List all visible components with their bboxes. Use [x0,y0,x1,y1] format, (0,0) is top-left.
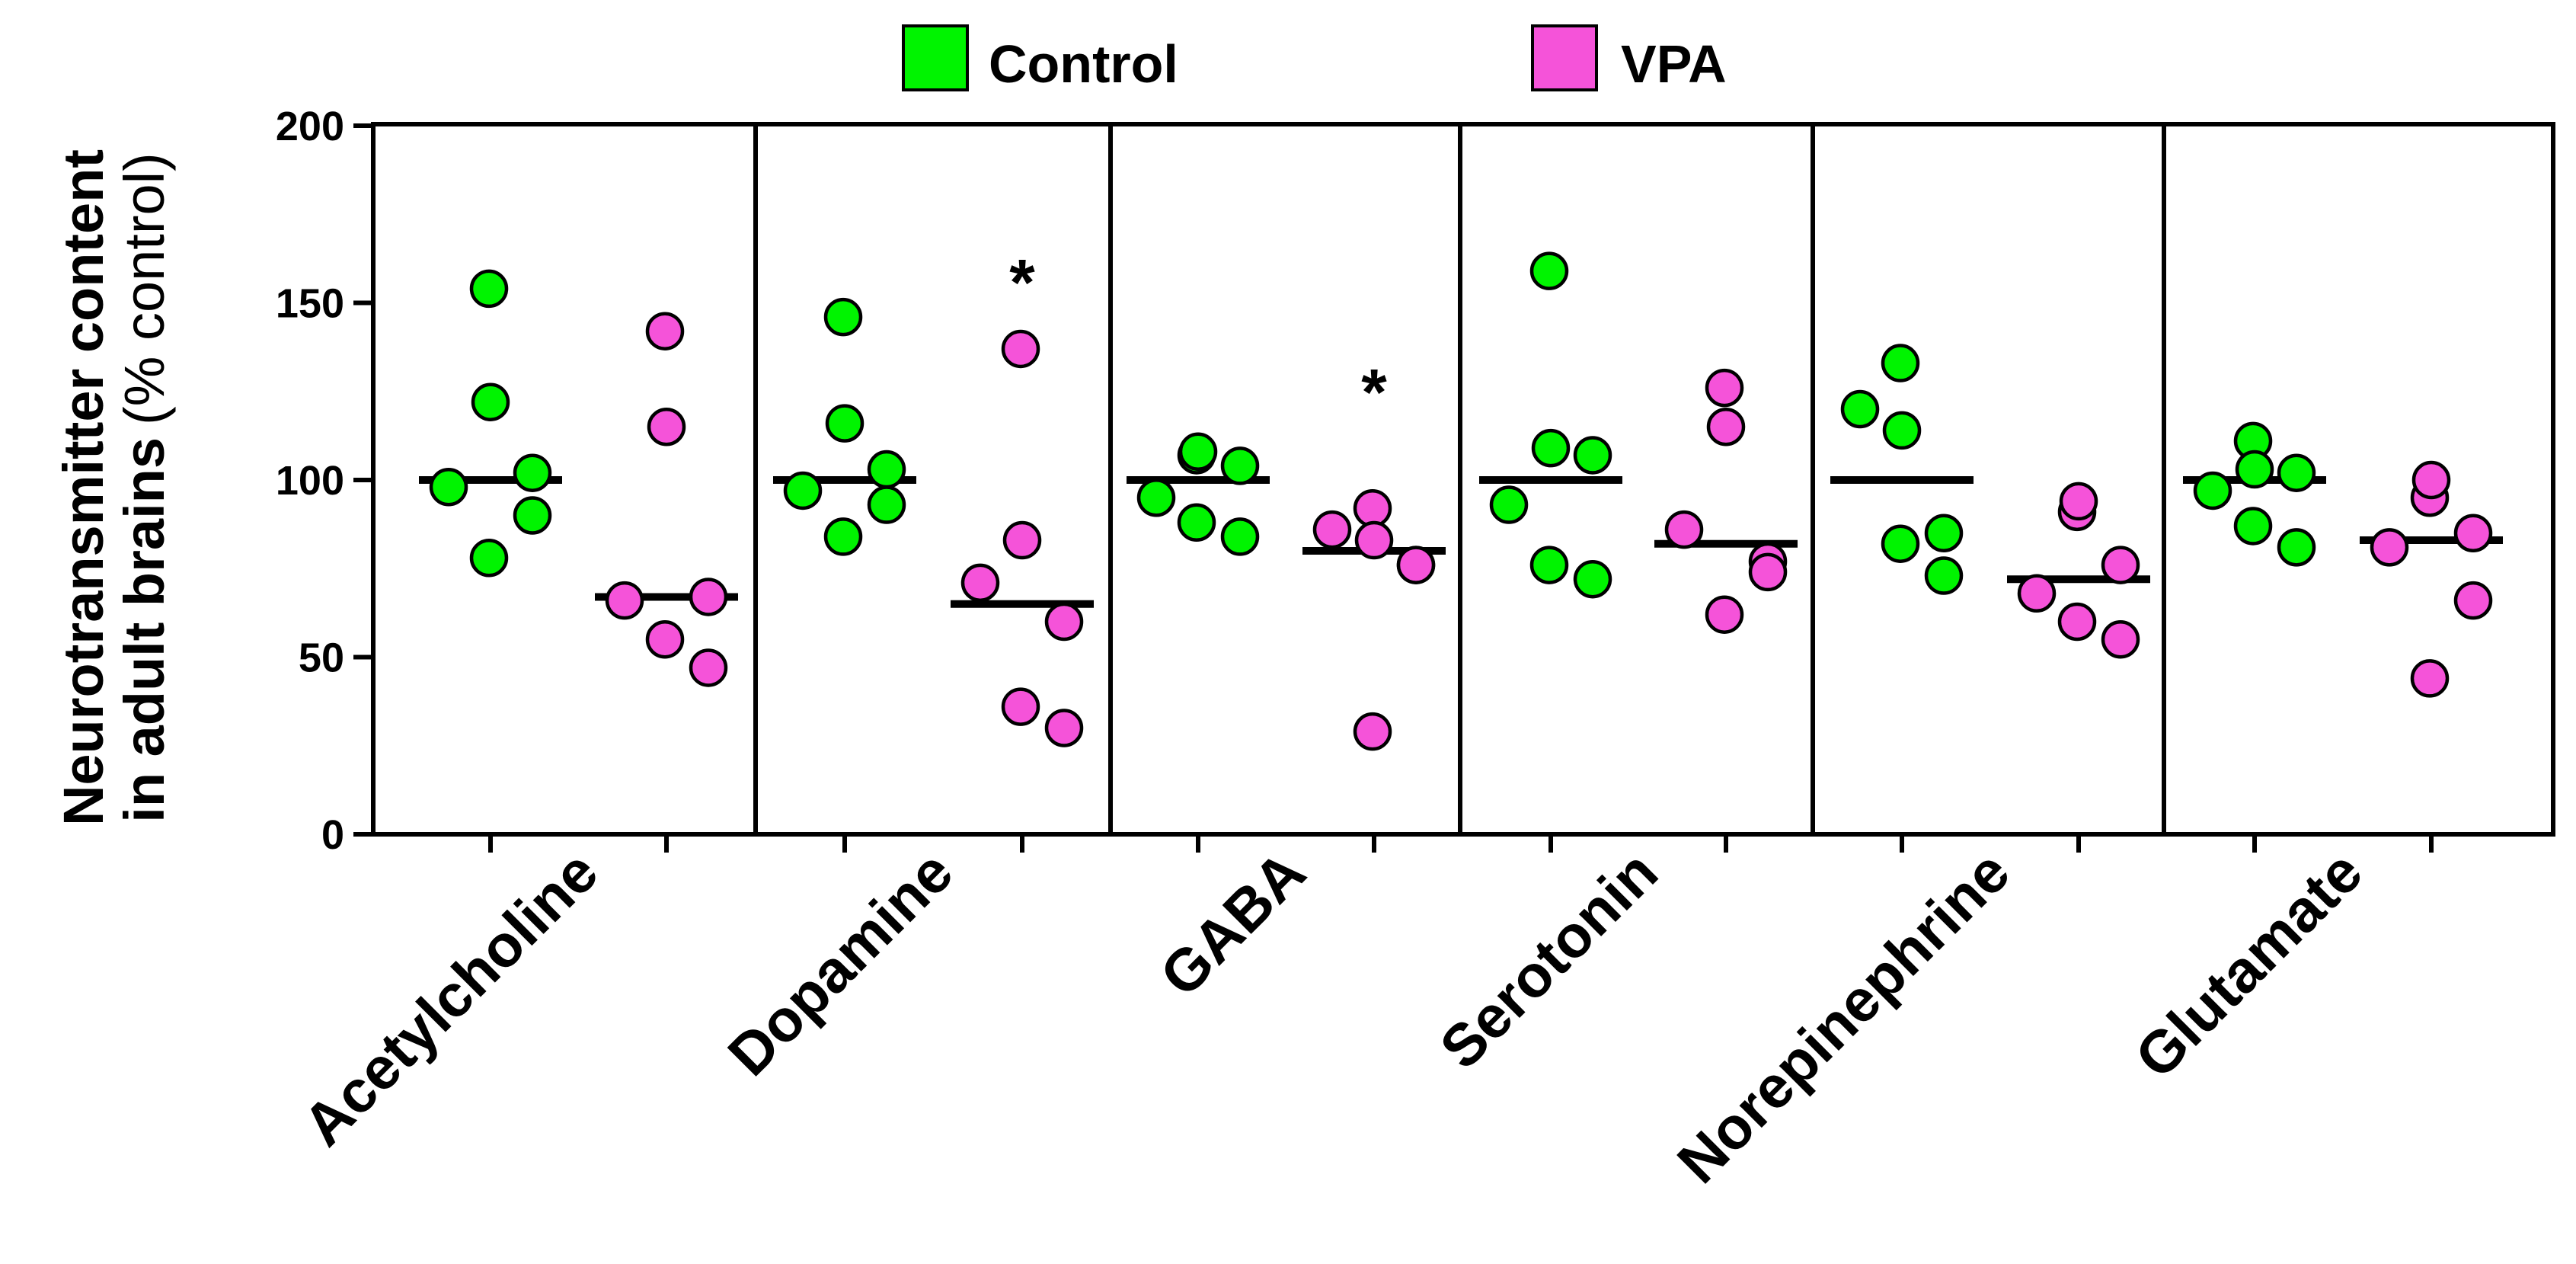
point-control-gaba [1136,478,1176,517]
data-points [429,251,2493,751]
legend-swatch-vpa [1531,24,1598,91]
point-control-dopamine [823,517,863,556]
point-control-serotonin [1573,436,1612,475]
point-control-dopamine [867,450,906,489]
y-tick-label: 150 [276,281,344,327]
point-vpa-gaba [1396,546,1436,584]
point-vpa-glutamate [2411,460,2451,500]
point-control-dopamine [867,485,906,524]
significance-star-dopamine: * [1009,246,1035,319]
y-axis-label-line1: Neurotransmitter content [52,149,115,826]
x-category-label-gaba: GABA [1147,838,1318,1010]
point-control-dopamine [825,404,865,443]
point-control-acetylcholine [469,269,509,309]
point-control-acetylcholine [429,468,468,507]
point-control-serotonin [1531,428,1571,468]
point-vpa-acetylcholine [689,578,728,616]
x-category-label-acetylcholine: Acetylcholine [290,838,611,1159]
legend-label-control: Control [989,34,1178,94]
y-axis-label-line2: in adult brains (% control) [113,152,176,822]
x-category-label-serotonin: Serotonin [1427,838,1670,1082]
point-control-serotonin [1529,546,1569,584]
point-vpa-dopamine [1002,520,1042,560]
y-tick-label: 200 [276,104,344,149]
point-control-acetylcholine [513,496,552,535]
point-control-gaba [1220,446,1260,485]
point-vpa-dopamine [960,563,1000,603]
point-control-gaba [1177,503,1216,542]
point-vpa-norepinephrine [2059,482,2098,521]
point-vpa-gaba [1353,488,1392,528]
point-vpa-norepinephrine [2101,620,2140,659]
point-vpa-acetylcholine [645,620,685,659]
panel-glutamate [2162,122,2555,837]
point-vpa-glutamate [2370,528,2409,567]
point-vpa-norepinephrine [2101,546,2140,584]
y-tick-label: 0 [321,812,344,858]
significance-annotations: ** [1009,246,1387,429]
point-vpa-gaba [1353,712,1392,751]
point-control-norepinephrine [1881,524,1920,563]
point-control-glutamate [2277,453,2316,492]
point-control-acetylcholine [469,539,509,578]
point-control-serotonin [1529,251,1569,290]
y-tick-label: 100 [276,458,344,504]
point-vpa-serotonin [1705,595,1744,634]
point-vpa-serotonin [1748,552,1788,592]
point-control-norepinephrine [1882,411,1922,450]
y-axis-label-units: (% control) [113,152,176,425]
point-vpa-glutamate [2453,514,2493,552]
point-vpa-acetylcholine [605,581,644,620]
point-vpa-glutamate [2410,659,2450,698]
point-vpa-dopamine [1001,687,1040,726]
point-vpa-gaba [1312,510,1352,549]
point-control-glutamate [2235,450,2274,489]
significance-star-gaba: * [1361,356,1387,429]
point-control-dopamine [783,471,823,510]
legend-swatch-control [902,24,969,91]
point-control-norepinephrine [1924,556,1964,595]
y-axis: 0 50 100 150 200 [276,104,373,858]
point-control-dopamine [823,297,863,337]
point-control-glutamate [2277,528,2316,567]
point-vpa-serotonin [1664,510,1704,549]
y-tick-label: 50 [299,635,344,681]
point-control-glutamate [2193,471,2232,510]
panel-group [371,122,2555,837]
point-control-norepinephrine [1840,389,1880,429]
point-vpa-acetylcholine [645,312,685,350]
x-category-label-norepinephrine: Norepinephrine [1664,838,2022,1196]
point-control-serotonin [1573,559,1612,599]
point-vpa-gaba [1354,520,1394,560]
point-vpa-dopamine [1044,602,1084,642]
y-axis-label-line2-bold: in adult brains [113,437,176,823]
x-category-label-dopamine: Dopamine [715,838,966,1089]
point-vpa-norepinephrine [2057,602,2097,642]
point-control-gaba [1220,517,1260,556]
point-vpa-dopamine [1044,709,1084,747]
point-vpa-glutamate [2453,581,2493,620]
legend-label-vpa: VPA [1621,34,1727,94]
point-vpa-acetylcholine [647,408,686,446]
point-control-norepinephrine [1924,514,1964,552]
point-control-serotonin [1489,485,1529,524]
point-control-acetylcholine [471,382,510,421]
point-control-glutamate [2233,507,2273,546]
point-control-acetylcholine [513,453,552,492]
point-control-norepinephrine [1881,344,1920,382]
x-axis: Acetylcholine Dopamine GABA SerotoninNorepi… [290,834,2434,1196]
point-vpa-serotonin [1705,368,1744,408]
point-vpa-norepinephrine [2017,574,2057,613]
point-vpa-dopamine [1001,329,1040,369]
point-vpa-acetylcholine [689,648,728,687]
point-vpa-serotonin [1706,408,1746,446]
x-category-label-glutamate: Glutamate [2122,838,2375,1091]
point-control-gaba [1178,432,1218,472]
